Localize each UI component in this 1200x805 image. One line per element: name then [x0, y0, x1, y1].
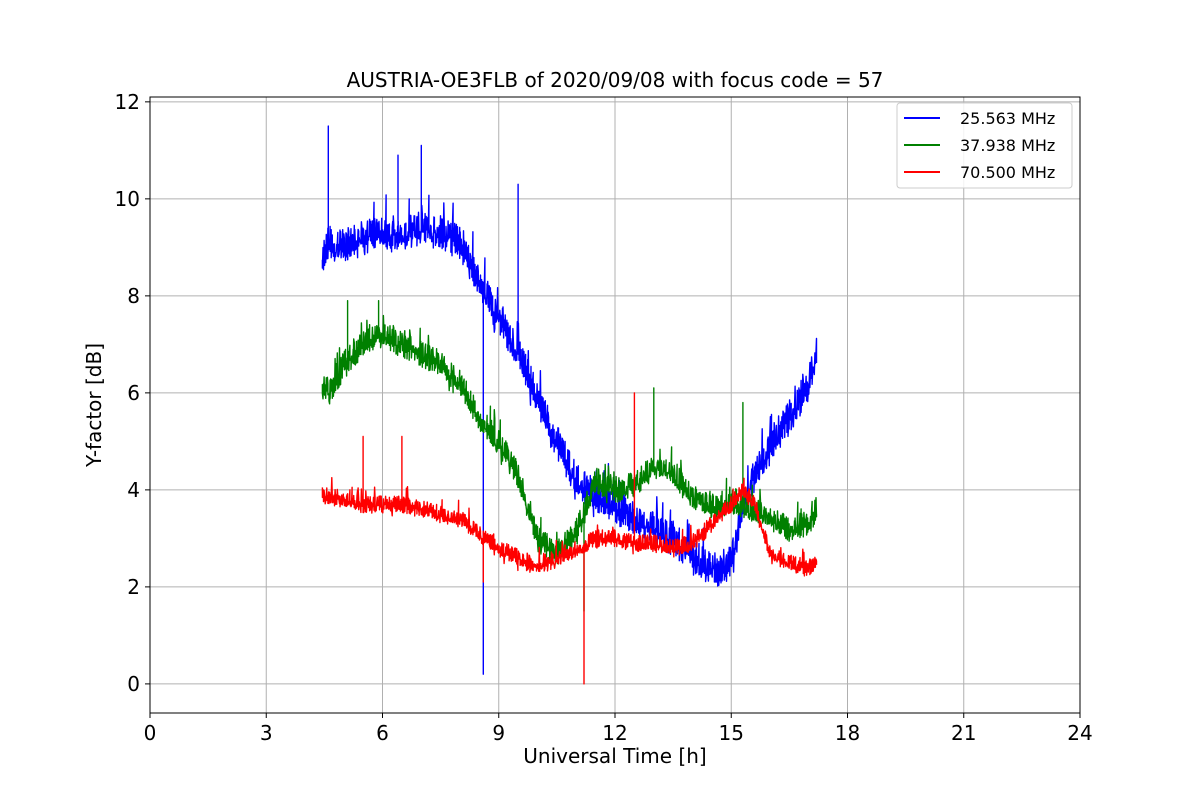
legend-label-70500: 70.500 MHz [960, 163, 1055, 182]
x-tick-label: 15 [719, 721, 744, 745]
legend-label-37938: 37.938 MHz [960, 136, 1055, 155]
y-tick-label: 6 [127, 381, 140, 405]
legend-box [896, 102, 1073, 189]
x-tick-label: 0 [144, 721, 157, 745]
y-tick-label: 10 [115, 187, 140, 211]
legend-label-25563: 25.563 MHz [960, 109, 1055, 128]
x-tick-label: 3 [260, 721, 273, 745]
y-tick-label: 2 [127, 575, 140, 599]
y-tick-label: 4 [127, 478, 140, 502]
x-tick-label: 6 [376, 721, 389, 745]
y-tick-label: 0 [127, 672, 140, 696]
x-tick-label: 12 [602, 721, 627, 745]
x-tick-label: 21 [951, 721, 976, 745]
series-line-25563 [321, 125, 818, 675]
y-tick-label: 12 [115, 90, 140, 114]
y-tick-label: 8 [127, 284, 140, 308]
legend: 25.563 MHz 37.938 MHz 70.500 MHz [896, 102, 1073, 189]
series-lines [321, 125, 818, 685]
x-tick-label: 9 [492, 721, 505, 745]
chart-title: AUSTRIA-OE3FLB of 2020/09/08 with focus … [347, 68, 884, 92]
x-tick-label: 18 [835, 721, 860, 745]
x-axis-label: Universal Time [h] [523, 744, 706, 768]
y-axis-label: Y-factor [dB] [82, 343, 106, 468]
series-line-70500 [321, 392, 818, 685]
x-tick-label: 24 [1067, 721, 1092, 745]
